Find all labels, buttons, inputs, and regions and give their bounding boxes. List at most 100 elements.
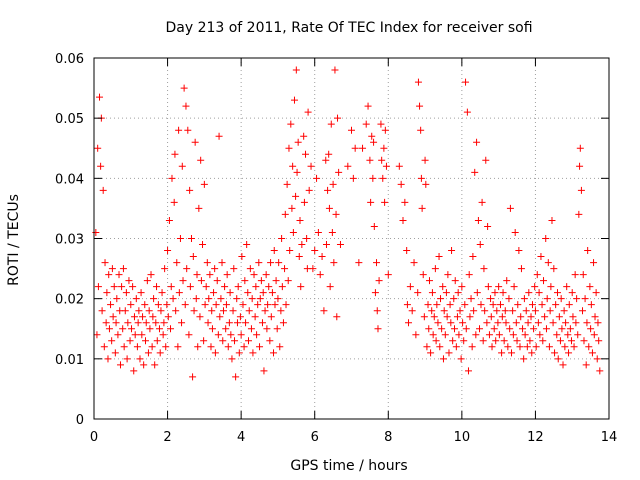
data-point: [526, 337, 534, 345]
data-point: [286, 247, 294, 255]
data-point: [514, 301, 522, 309]
data-point: [289, 162, 297, 170]
data-point: [495, 283, 503, 291]
data-point: [277, 307, 285, 315]
data-point: [334, 114, 342, 122]
data-point: [162, 343, 170, 351]
data-point: [519, 325, 527, 333]
data-point: [465, 271, 473, 279]
data-point: [462, 325, 470, 333]
data-point: [305, 186, 313, 194]
data-point: [178, 162, 186, 170]
data-point: [454, 289, 462, 297]
data-point: [552, 301, 560, 309]
data-point: [134, 319, 142, 327]
y-tick-label: 0.02: [55, 293, 84, 308]
data-point: [429, 331, 437, 339]
data-point: [503, 277, 511, 285]
data-point: [158, 289, 166, 297]
data-point: [472, 331, 480, 339]
data-point: [490, 325, 498, 333]
data-point: [377, 120, 385, 128]
data-point: [572, 319, 580, 327]
data-point: [257, 277, 265, 285]
data-point: [320, 307, 328, 315]
data-point: [146, 325, 154, 333]
data-point: [517, 265, 525, 273]
data-point: [94, 144, 102, 152]
data-point: [245, 307, 253, 315]
data-point: [199, 241, 207, 249]
data-point: [231, 337, 239, 345]
data-point: [234, 283, 242, 291]
data-point: [127, 301, 135, 309]
data-point: [564, 331, 572, 339]
data-point: [303, 235, 311, 242]
data-point: [167, 325, 175, 333]
data-point: [395, 162, 403, 170]
data-point: [452, 343, 460, 351]
data-point: [425, 277, 433, 285]
data-point: [153, 283, 161, 291]
data-point: [122, 289, 130, 297]
x-tick-label: 6: [311, 430, 319, 445]
data-point: [292, 192, 300, 200]
data-point: [462, 78, 470, 86]
data-point: [493, 307, 501, 315]
data-point: [540, 277, 548, 285]
data-point: [580, 337, 588, 345]
data-point: [105, 325, 113, 333]
data-point: [384, 271, 392, 279]
data-point: [225, 319, 233, 327]
data-point: [202, 283, 210, 291]
data-point: [263, 325, 271, 333]
data-point: [368, 132, 376, 140]
data-point: [468, 343, 476, 351]
data-point: [326, 283, 334, 291]
data-point: [241, 277, 249, 285]
data-point: [467, 295, 475, 303]
data-point: [510, 283, 518, 291]
data-point: [239, 301, 247, 309]
data-point: [108, 265, 116, 273]
data-point: [235, 349, 243, 357]
data-point: [119, 325, 127, 333]
data-point: [484, 222, 492, 230]
data-point: [430, 313, 438, 321]
data-point: [265, 283, 273, 291]
data-point: [436, 343, 444, 351]
data-point: [330, 259, 338, 267]
data-point: [547, 283, 555, 291]
data-point: [367, 198, 375, 206]
data-point: [421, 156, 429, 164]
data-point: [322, 156, 330, 164]
data-point: [256, 295, 264, 303]
data-point: [438, 325, 446, 333]
y-tick-label: 0.04: [55, 172, 84, 187]
data-point: [224, 343, 232, 351]
data-point: [137, 289, 145, 297]
data-point: [283, 180, 291, 188]
data-point: [279, 319, 287, 327]
data-point: [272, 277, 280, 285]
data-point: [189, 253, 197, 261]
data-point: [125, 277, 133, 285]
data-point: [498, 313, 506, 321]
data-point: [143, 277, 151, 285]
data-point: [208, 325, 216, 333]
x-tick-labels: 0 2 4 6 8 10 12 14: [90, 430, 617, 445]
data-point: [151, 361, 159, 369]
data-point: [509, 331, 517, 339]
data-point: [491, 289, 499, 297]
data-point: [401, 198, 409, 206]
data-point: [268, 289, 276, 297]
data-point: [399, 216, 407, 224]
data-point: [156, 349, 164, 357]
data-point: [474, 216, 482, 224]
data-point: [302, 150, 310, 158]
data-point: [403, 247, 411, 255]
data-point: [237, 331, 245, 339]
data-point: [249, 349, 257, 357]
data-point: [300, 132, 308, 140]
data-point: [463, 108, 471, 116]
